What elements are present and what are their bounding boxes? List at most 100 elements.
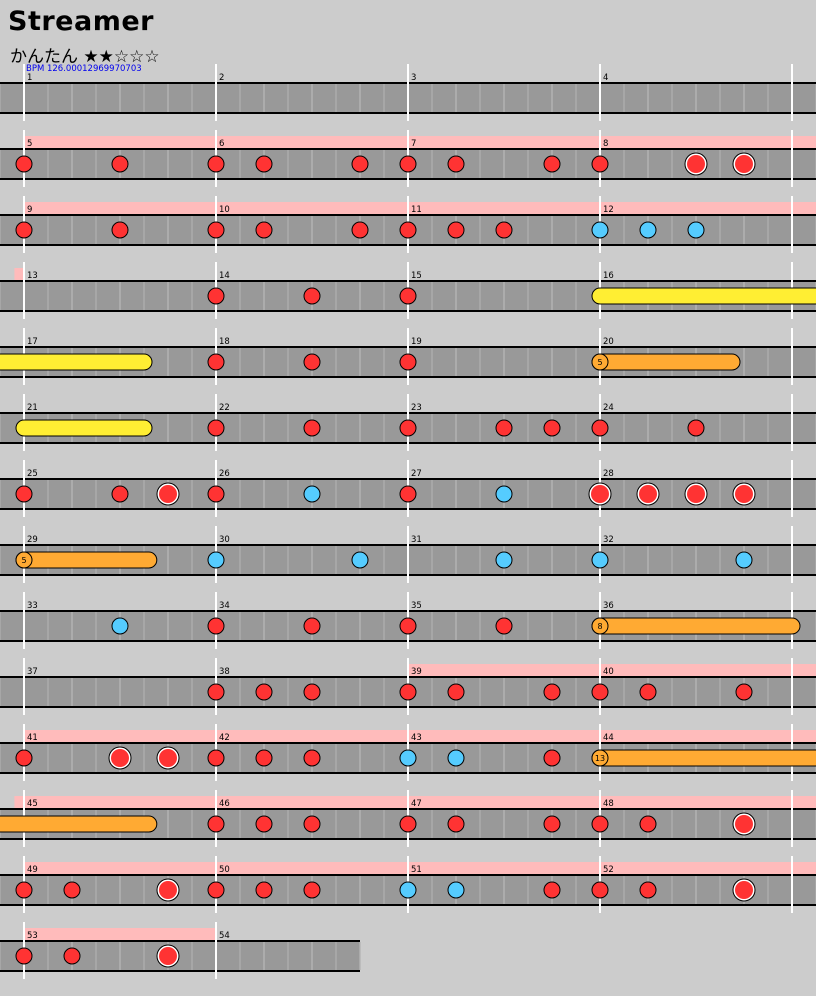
note-face xyxy=(687,155,705,173)
chart-row: 13 14 15 16 xyxy=(0,262,816,319)
measure-number: 9 xyxy=(27,205,32,215)
balloon-count: 8 xyxy=(597,622,602,631)
don-note xyxy=(15,221,33,239)
ka-note xyxy=(735,551,753,569)
note-face xyxy=(303,815,321,833)
don-note xyxy=(591,881,609,899)
don-note xyxy=(495,617,513,635)
don-note xyxy=(591,419,609,437)
don-note xyxy=(303,881,321,899)
note-face xyxy=(399,353,417,371)
drumroll xyxy=(15,419,153,437)
measure-number: 43 xyxy=(411,733,422,743)
gogo-band xyxy=(24,136,816,148)
measure-number: 46 xyxy=(219,799,230,809)
note-face xyxy=(63,947,81,965)
measure-number: 39 xyxy=(411,667,422,677)
note-face xyxy=(543,881,561,899)
note-face xyxy=(303,881,321,899)
don-note xyxy=(687,419,705,437)
measure-number: 18 xyxy=(219,337,230,347)
don-note xyxy=(495,221,513,239)
measure-number: 41 xyxy=(27,733,38,743)
note-face xyxy=(303,749,321,767)
chart-row: 25 26 27 28 xyxy=(0,460,816,517)
don-note xyxy=(303,683,321,701)
gogo-band xyxy=(24,730,816,742)
measure-number: 10 xyxy=(219,205,230,215)
note-face xyxy=(207,221,225,239)
big-don-note xyxy=(684,482,708,506)
don-note xyxy=(111,155,129,173)
don-note xyxy=(63,947,81,965)
don-note xyxy=(447,815,465,833)
note-face xyxy=(495,221,513,239)
note-face xyxy=(159,881,177,899)
difficulty-stars: ★★☆☆☆ xyxy=(83,47,160,67)
balloon-count: 5 xyxy=(21,556,26,565)
big-don-note xyxy=(684,152,708,176)
don-note xyxy=(447,683,465,701)
don-note xyxy=(207,485,225,503)
note-face xyxy=(207,485,225,503)
don-note xyxy=(591,683,609,701)
note-face xyxy=(591,881,609,899)
drumroll xyxy=(591,287,816,305)
note-face xyxy=(159,485,177,503)
note-face xyxy=(351,221,369,239)
big-don-note xyxy=(108,746,132,770)
note-face xyxy=(735,155,753,173)
note-face xyxy=(495,419,513,437)
big-don-note xyxy=(732,812,756,836)
don-note xyxy=(255,749,273,767)
balloon-head xyxy=(591,749,609,767)
don-note xyxy=(543,683,561,701)
measure-number: 19 xyxy=(411,337,422,347)
note-face xyxy=(447,815,465,833)
note-face xyxy=(543,749,561,767)
don-note xyxy=(15,749,33,767)
balloon-count: 13 xyxy=(595,754,605,763)
ka-note xyxy=(591,221,609,239)
big-don-note xyxy=(156,944,180,968)
note-face xyxy=(15,947,33,965)
don-note xyxy=(543,419,561,437)
chart-row: 37 38 39 40 xyxy=(0,658,816,715)
note-face xyxy=(303,353,321,371)
don-note xyxy=(63,881,81,899)
note-face xyxy=(591,485,609,503)
chart-row: 29 30 31 32 5 xyxy=(0,526,816,583)
note-face xyxy=(495,551,513,569)
note-face xyxy=(207,155,225,173)
don-note xyxy=(207,683,225,701)
measure-number: 53 xyxy=(27,931,38,941)
note-face xyxy=(447,749,465,767)
chart-row: 9 10 11 12 xyxy=(0,196,816,253)
note-face xyxy=(111,485,129,503)
gogo-band xyxy=(14,796,816,808)
don-note xyxy=(399,353,417,371)
chart-row: 49 50 51 52 xyxy=(0,856,816,913)
don-note xyxy=(591,155,609,173)
don-note xyxy=(255,221,273,239)
measure-number: 2 xyxy=(219,73,224,83)
note-face xyxy=(591,551,609,569)
balloon-head xyxy=(15,551,33,569)
measure-number: 4 xyxy=(603,73,608,83)
balloon-head xyxy=(591,353,609,371)
balloon-roll xyxy=(591,617,801,635)
don-note xyxy=(447,155,465,173)
note-face xyxy=(591,155,609,173)
measure-number: 12 xyxy=(603,205,614,215)
measure-number: 16 xyxy=(603,271,614,281)
measure-number: 3 xyxy=(411,73,416,83)
measure-number: 31 xyxy=(411,535,422,545)
don-note xyxy=(351,221,369,239)
note-face xyxy=(735,881,753,899)
measure-number: 30 xyxy=(219,535,230,545)
don-note xyxy=(399,683,417,701)
measure-number: 37 xyxy=(27,667,38,677)
measure-number: 47 xyxy=(411,799,422,809)
ka-note xyxy=(639,221,657,239)
note-face xyxy=(639,815,657,833)
